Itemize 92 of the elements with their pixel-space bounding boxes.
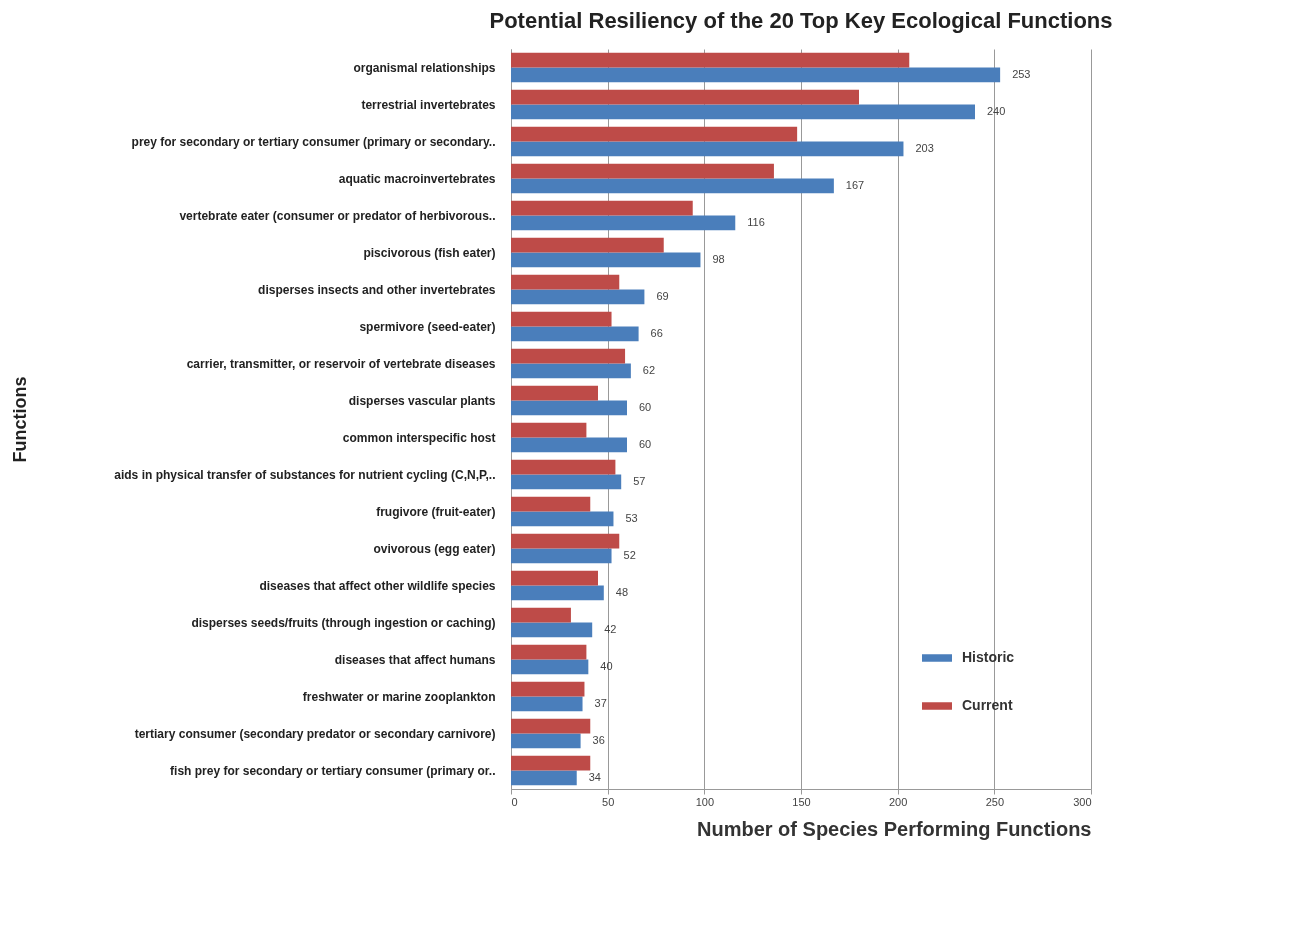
data-label: 98 xyxy=(712,252,725,265)
bar xyxy=(511,178,834,194)
data-label: 42 xyxy=(604,622,617,635)
bar xyxy=(511,755,591,771)
data-label: 57 xyxy=(633,474,646,487)
bar xyxy=(511,126,798,142)
bar xyxy=(511,89,859,105)
data-label: 52 xyxy=(623,548,636,561)
bar xyxy=(511,52,910,68)
y-tick-label: fish prey for secondary or tertiary consumer (primary or.. xyxy=(170,763,496,778)
y-tick-label: carrier, transmitter, or reservoir of vertebrate diseases xyxy=(186,356,496,371)
chart-title: Potential Resiliency of the 20 Top Key Ecological Functions xyxy=(489,8,1113,33)
bar xyxy=(511,348,626,364)
bar xyxy=(511,511,614,527)
bar xyxy=(511,400,627,416)
bar xyxy=(511,363,631,379)
data-label: 167 xyxy=(845,178,865,191)
bar xyxy=(511,622,593,638)
bar xyxy=(511,681,585,697)
bar xyxy=(511,459,616,475)
data-label: 66 xyxy=(650,326,663,339)
bar xyxy=(511,104,975,120)
data-label: 48 xyxy=(615,585,629,598)
y-tick-label: ovivorous (egg eater) xyxy=(373,541,496,556)
y-tick-label: disperses vascular plants xyxy=(348,393,496,408)
y-tick-label: piscivorous (fish eater) xyxy=(363,245,496,260)
y-tick-label: vertebrate eater (consumer or predator of herbivorous.. xyxy=(179,208,496,223)
y-tick-label: spermivore (seed-eater) xyxy=(359,319,496,334)
x-tick-label: 250 xyxy=(985,795,1005,808)
bar xyxy=(511,215,736,231)
bar xyxy=(511,696,583,712)
bar xyxy=(511,437,627,453)
x-tick-label: 300 xyxy=(1073,795,1092,808)
legend-label: Historic xyxy=(962,649,1015,665)
x-tick-label: 150 xyxy=(792,795,811,808)
bar xyxy=(511,141,904,157)
bar xyxy=(511,274,620,290)
data-label: 37 xyxy=(594,696,607,709)
bar xyxy=(511,607,571,623)
x-tick-label: 200 xyxy=(888,795,908,808)
y-tick-label: tertiary consumer (secondary predator or secondary carnivore) xyxy=(134,726,496,741)
x-tick-label: 100 xyxy=(695,795,715,808)
bar xyxy=(511,311,612,327)
data-label: 116 xyxy=(747,215,765,228)
bar xyxy=(511,385,598,401)
y-tick-label: common interspecific host xyxy=(342,430,496,445)
data-label: 40 xyxy=(600,659,613,672)
y-tick-label: organismal relationships xyxy=(353,60,496,75)
y-tick-label: diseases that affect humans xyxy=(334,652,496,667)
x-tick-label: 50 xyxy=(602,795,615,808)
bar xyxy=(511,200,693,216)
data-label: 203 xyxy=(915,141,934,154)
bar xyxy=(511,496,591,512)
bar xyxy=(511,67,1001,83)
bar xyxy=(511,533,620,549)
bar xyxy=(511,237,664,253)
data-label: 60 xyxy=(639,400,652,413)
data-label: 253 xyxy=(1012,67,1031,80)
data-label: 53 xyxy=(625,511,638,524)
x-tick-label: 0 xyxy=(511,795,518,808)
data-label: 60 xyxy=(639,437,652,450)
bar xyxy=(511,289,645,305)
bar xyxy=(511,570,598,586)
bar xyxy=(511,252,701,268)
y-tick-label: terrestrial invertebrates xyxy=(361,97,496,112)
bar xyxy=(511,659,589,675)
bar xyxy=(511,474,622,490)
y-tick-label: freshwater or marine zooplankton xyxy=(302,689,496,704)
data-label: 69 xyxy=(656,289,669,302)
legend-label: Current xyxy=(962,697,1013,713)
y-tick-label: diseases that affect other wildlife species xyxy=(259,578,496,593)
bar xyxy=(511,585,604,601)
x-axis-title: Number of Species Performing Functions xyxy=(696,817,1092,840)
bar xyxy=(511,644,587,660)
y-tick-label: aids in physical transfer of substances for nutrient cycling (C,N,P,.. xyxy=(114,467,496,482)
y-tick-label: disperses insects and other invertebrates xyxy=(258,282,496,297)
data-label: 62 xyxy=(642,363,656,376)
y-tick-label: prey for secondary or tertiary consumer (primary or secondary.. xyxy=(131,134,496,149)
bar xyxy=(511,770,577,786)
bar xyxy=(511,422,587,438)
bar xyxy=(511,733,581,749)
y-tick-label: aquatic macroinvertebrates xyxy=(338,171,496,186)
y-axis-title: Functions xyxy=(9,376,30,463)
data-label: 36 xyxy=(592,733,605,746)
data-label: 240 xyxy=(987,104,1006,117)
y-tick-label: frugivore (fruit-eater) xyxy=(376,504,496,519)
bar xyxy=(511,163,774,179)
bar xyxy=(511,718,591,734)
y-tick-label: disperses seeds/fruits (through ingestion or caching) xyxy=(191,615,496,630)
bar xyxy=(511,326,639,342)
bar xyxy=(511,548,612,564)
data-label: 34 xyxy=(588,770,601,783)
